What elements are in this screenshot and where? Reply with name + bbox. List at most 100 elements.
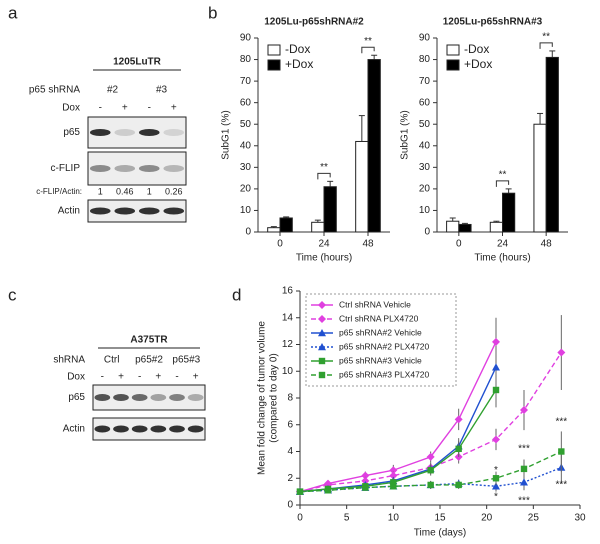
dox-sign: +	[122, 103, 128, 114]
band-label: Actin	[63, 424, 85, 435]
marker	[427, 467, 434, 474]
marker	[390, 483, 397, 490]
marker	[492, 363, 500, 371]
band	[114, 207, 136, 215]
marker	[492, 435, 500, 444]
y-tick-label: 40	[419, 140, 431, 151]
significance: ***	[555, 417, 567, 428]
y-tick-label: 16	[282, 286, 294, 297]
band	[169, 394, 185, 401]
blot-box	[87, 116, 187, 149]
group-label: #2	[107, 85, 119, 96]
y-tick-label: 0	[287, 500, 293, 511]
panel-label: b	[208, 3, 217, 22]
panel-label: d	[232, 285, 241, 304]
bar	[545, 56, 559, 233]
legend-label: p65 shRNA#2 Vehicle	[339, 327, 422, 337]
legend-marker	[318, 357, 326, 365]
y-tick-label: 12	[282, 339, 294, 350]
band	[163, 207, 185, 215]
legend-label: +Dox	[464, 57, 492, 71]
x-tick-label: 5	[344, 513, 350, 524]
y-tick-label: 10	[240, 205, 252, 216]
y-tick-label: 30	[419, 162, 431, 173]
y-tick-label: 90	[240, 33, 252, 44]
ratio: 1	[147, 186, 152, 196]
significance-bracket	[361, 46, 375, 54]
x-tick-label: 0	[456, 239, 462, 250]
significance: **	[542, 32, 550, 43]
legend-label: -Dox	[464, 42, 489, 56]
x-tick-label: 24	[318, 239, 330, 250]
band	[114, 129, 136, 136]
x-tick-label: 48	[362, 239, 374, 250]
band	[169, 425, 185, 433]
y-tick-label: 30	[240, 162, 252, 173]
dox-sign: -	[175, 372, 178, 383]
legend-marker	[318, 301, 326, 309]
legend-swatch	[446, 44, 460, 56]
legend-marker	[318, 315, 326, 323]
legend-swatch	[446, 59, 460, 71]
y-tick-label: 50	[240, 119, 252, 130]
legend-swatch	[267, 44, 281, 56]
band-label: c-FLIP	[51, 163, 81, 174]
y-tick-label: 40	[240, 140, 252, 151]
marker	[558, 448, 565, 455]
blot-box	[92, 384, 206, 411]
marker	[520, 465, 528, 473]
marker	[492, 482, 500, 490]
x-tick-label: 0	[277, 239, 283, 250]
band	[114, 165, 136, 172]
y-tick-label: 20	[419, 184, 431, 195]
group-label: #3	[156, 85, 168, 96]
y-tick-label: 14	[282, 312, 294, 323]
band	[187, 394, 204, 401]
y-tick-label: 70	[419, 76, 431, 87]
band	[150, 394, 167, 401]
y-tick-label: 6	[287, 419, 293, 430]
y-tick-label: 90	[419, 33, 431, 44]
marker	[492, 475, 500, 482]
panel-label: a	[8, 3, 18, 22]
legend-label: -Dox	[285, 42, 310, 56]
band	[163, 129, 185, 136]
significance-bracket	[495, 180, 510, 187]
marker	[389, 466, 398, 475]
cell-line: 1205LuTR	[113, 57, 162, 68]
y-axis-title: (compared to day 0)	[269, 353, 280, 443]
significance: *	[494, 465, 498, 476]
dox-sign: +	[171, 103, 177, 114]
legend-label: +Dox	[285, 57, 313, 71]
y-tick-label: 0	[424, 227, 430, 238]
bar	[458, 223, 472, 233]
band-label: p65	[63, 127, 80, 138]
group-label: p65#3	[172, 355, 200, 366]
x-axis-title: Time (hours)	[474, 253, 530, 264]
significance: **	[320, 162, 328, 173]
ratio: 0.46	[116, 186, 134, 196]
bar	[355, 140, 369, 233]
legend-label: Ctrl shRNA Vehicle	[339, 299, 411, 309]
y-axis-title: SubG1 (%)	[221, 110, 232, 159]
blot-box	[92, 417, 206, 441]
ratio-label: c-FLIP/Actin:	[36, 187, 82, 196]
band	[131, 394, 148, 401]
bar	[489, 221, 504, 233]
row-label: p65 shRNA	[29, 85, 80, 96]
y-tick-label: 20	[240, 184, 252, 195]
marker	[454, 415, 463, 424]
significance-bracket	[539, 42, 553, 49]
bar	[367, 59, 381, 233]
bar	[502, 192, 516, 233]
marker	[362, 484, 369, 491]
series-line	[299, 389, 497, 493]
y-axis-title: SubG1 (%)	[400, 110, 411, 159]
legend-box	[305, 293, 457, 387]
bar	[323, 186, 337, 233]
y-tick-label: 70	[240, 76, 252, 87]
legend-label: Ctrl shRNA PLX4720	[339, 313, 419, 323]
marker	[426, 452, 435, 461]
significance: ***	[518, 496, 530, 507]
